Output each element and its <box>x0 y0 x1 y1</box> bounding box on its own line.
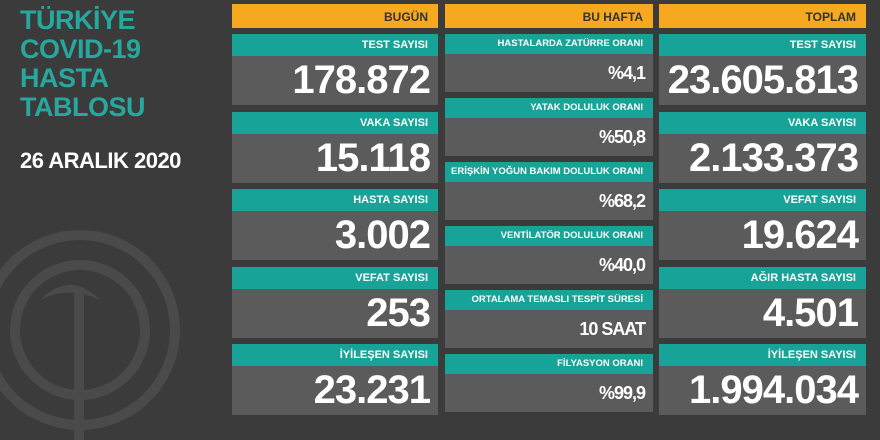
row-label: İYİLEŞEN SAYISI <box>659 344 866 366</box>
row-value: %4,1 <box>445 54 653 92</box>
row-label: ERİŞKİN YOĞUN BAKIM DOLULUK ORANI <box>445 162 653 182</box>
row-label: VAKA SAYISI <box>232 111 438 134</box>
title-line: HASTA <box>20 63 109 93</box>
row-label: İYİLEŞEN SAYISI <box>232 344 438 366</box>
title-line: COVID-19 <box>20 34 141 64</box>
row-value: 3.002 <box>232 211 438 260</box>
row-value: 1.994.034 <box>659 366 866 415</box>
column-header: TOPLAM <box>659 4 866 28</box>
row-value: 2.133.373 <box>659 133 866 183</box>
date: 26 ARALIK 2020 <box>20 148 181 173</box>
column-header: BUGÜN <box>232 4 438 28</box>
row-value: 178.872 <box>232 56 438 105</box>
row-value: 15.118 <box>232 133 438 183</box>
row-value: 19.624 <box>659 211 866 260</box>
row-value: 23.605.813 <box>659 56 866 105</box>
title-line: TABLOSU <box>20 92 146 122</box>
row-value: %40,0 <box>445 246 653 284</box>
title-line: TÜRKİYE <box>20 5 136 35</box>
row-value: %68,2 <box>445 182 653 220</box>
row-value: %99,9 <box>445 374 653 412</box>
row-label: VAKA SAYISI <box>659 111 866 134</box>
row-label: AĞIR HASTA SAYISI <box>659 266 866 289</box>
row-label: FİLYASYON ORANI <box>445 354 653 374</box>
row-label: TEST SAYISI <box>659 34 866 56</box>
emblem <box>0 230 180 440</box>
row-label: VEFAT SAYISI <box>232 266 438 289</box>
row-label: VENTİLATÖR DOLULUK ORANI <box>445 226 653 246</box>
row-label: TEST SAYISI <box>232 34 438 56</box>
row-value: %50,8 <box>445 118 653 156</box>
row-value: 4.501 <box>659 288 866 338</box>
row-label: HASTALARDA ZATÜRRE ORANI <box>445 34 653 54</box>
row-label: ORTALAMA TEMASLI TESPİT SÜRESİ <box>445 290 653 310</box>
row-value: 10 SAAT <box>445 310 653 348</box>
row-value: 23.231 <box>232 366 438 415</box>
row-label: YATAK DOLULUK ORANI <box>445 98 653 118</box>
column-header: BU HAFTA <box>445 4 653 28</box>
row-label: VEFAT SAYISI <box>659 189 866 211</box>
row-value: 253 <box>232 288 438 338</box>
row-label: HASTA SAYISI <box>232 189 438 211</box>
